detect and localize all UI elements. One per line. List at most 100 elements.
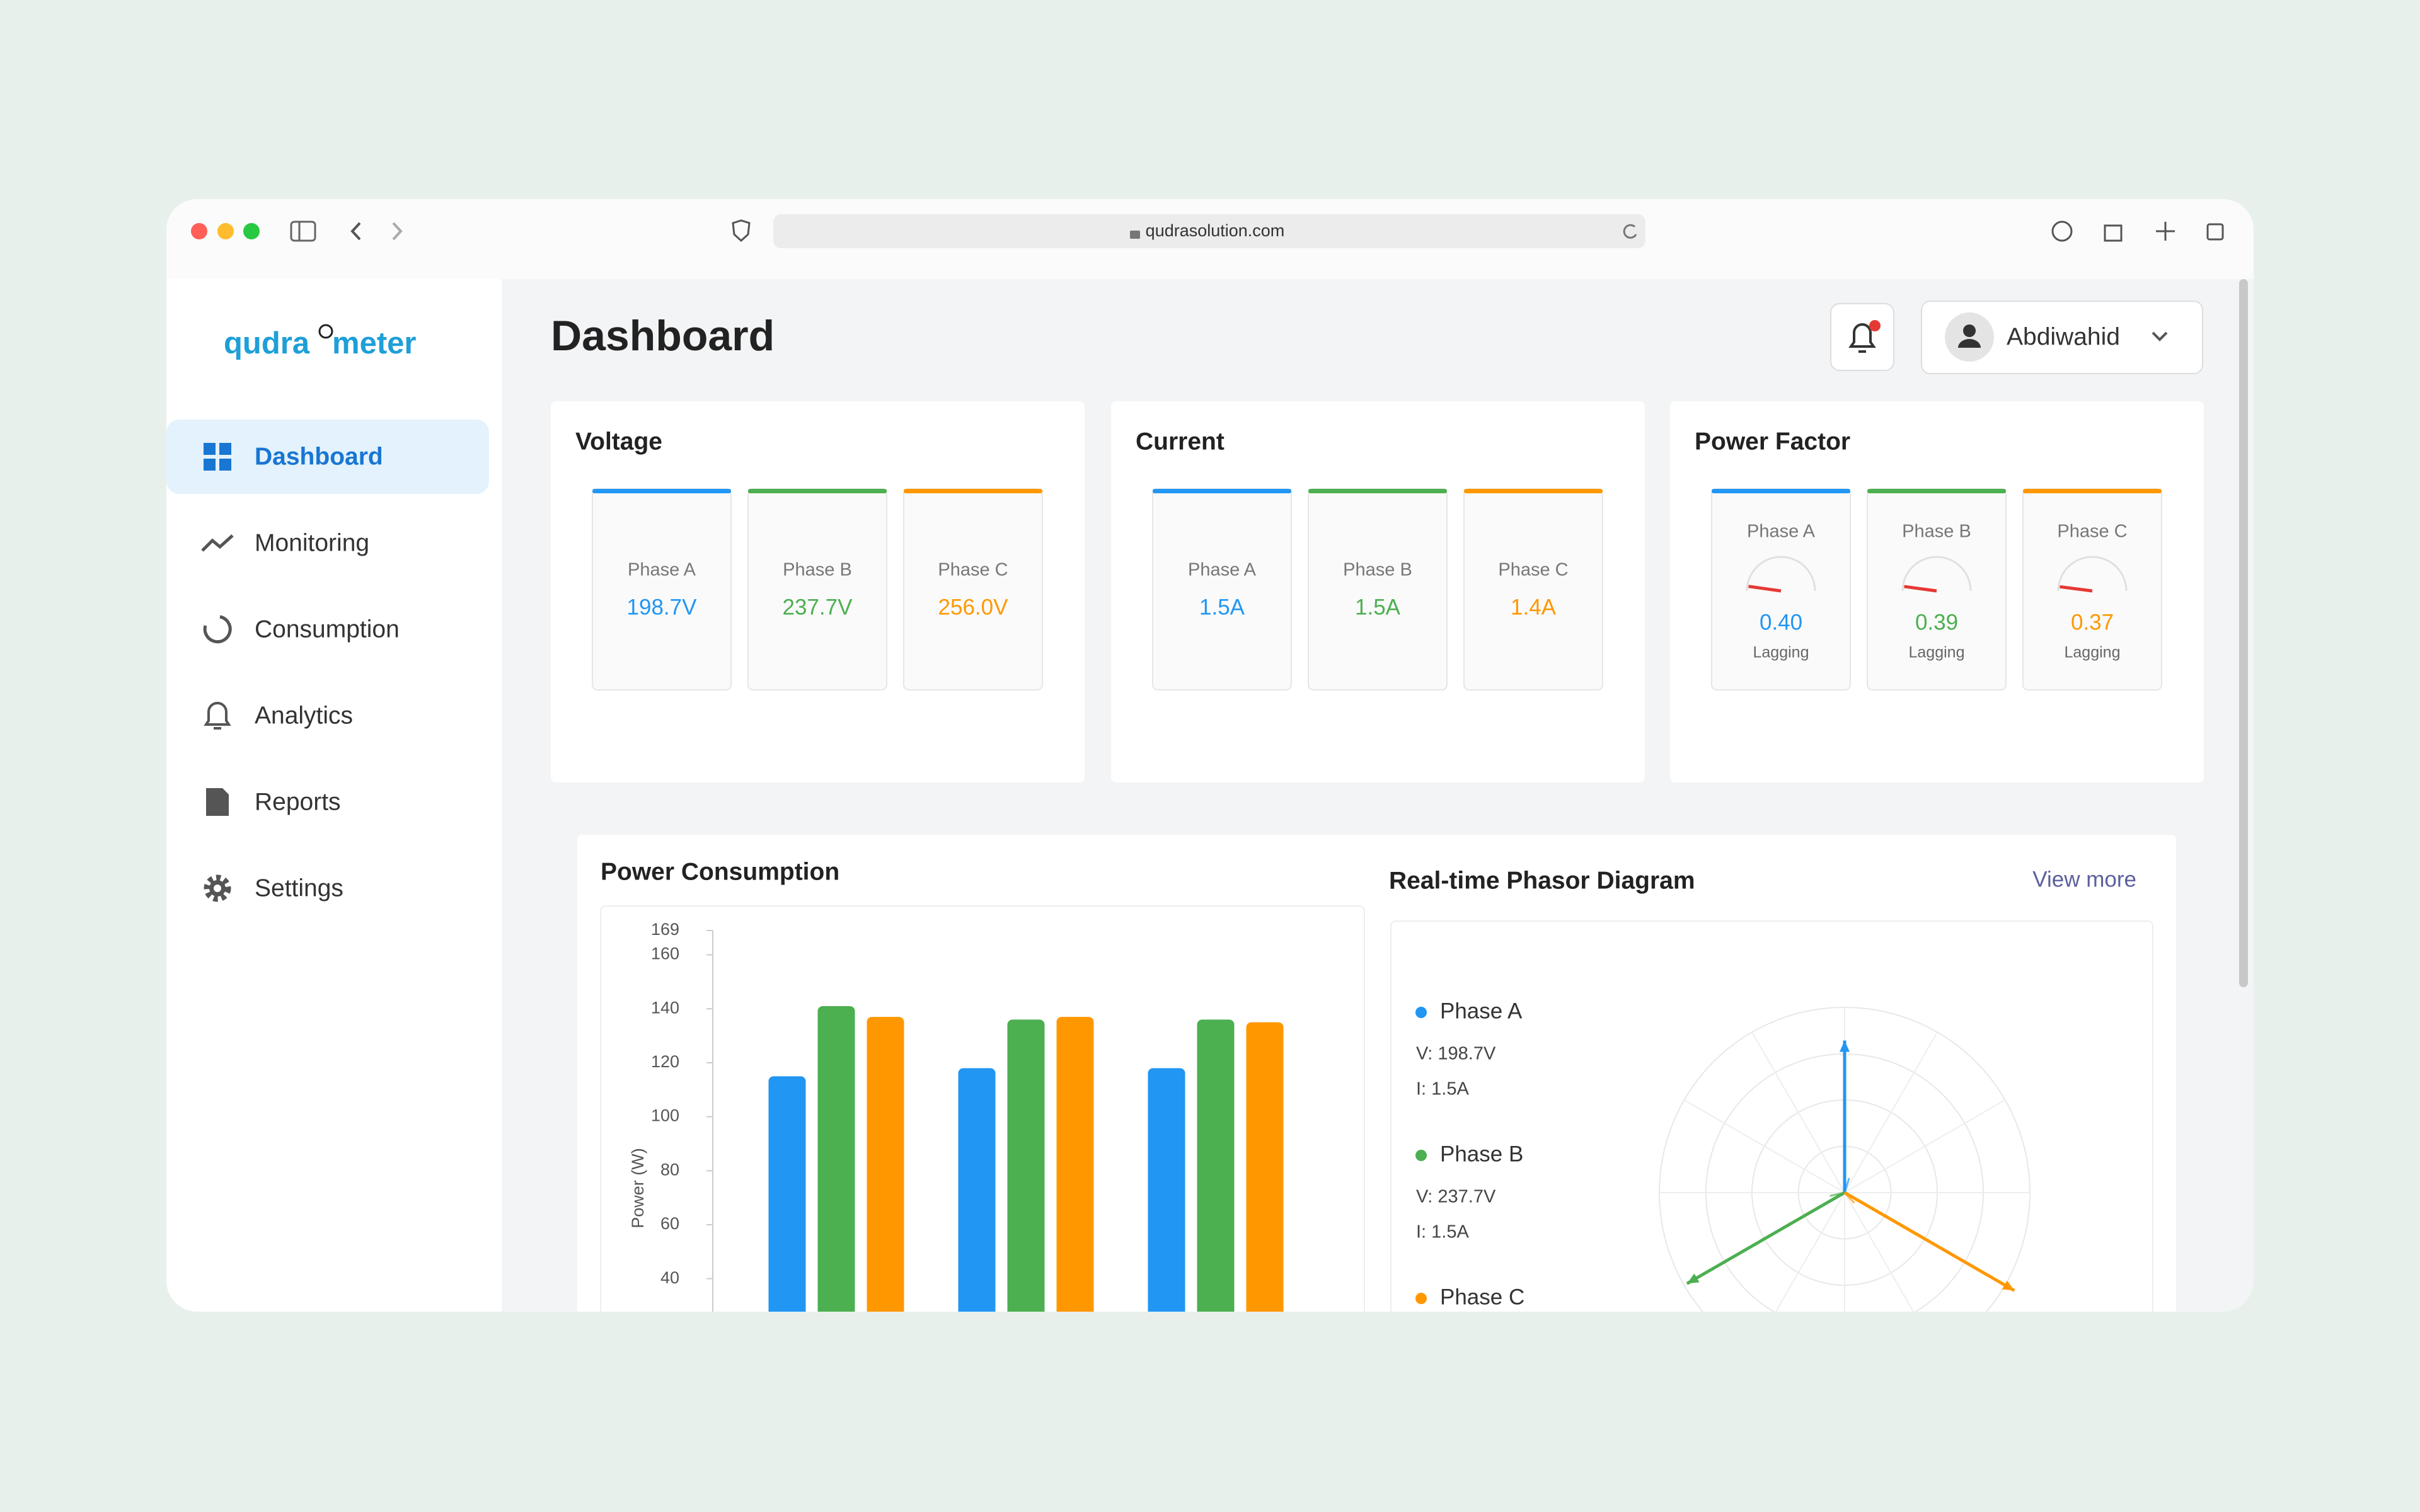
nav-item[interactable]: Analytics	[255, 702, 353, 729]
phase-label: Phase C	[2057, 522, 2127, 542]
reload-icon[interactable]	[1623, 224, 1637, 239]
phase-label: Phase B	[783, 560, 852, 580]
y-tick-label: 160	[651, 944, 679, 963]
pf-value: 0.39	[1915, 610, 1958, 634]
window-control[interactable]	[217, 223, 234, 239]
nav-icon	[204, 459, 216, 471]
y-tick-label: 169	[651, 920, 679, 939]
phase-tile-accent	[1712, 489, 1850, 493]
nav-icon	[206, 788, 229, 816]
bar	[867, 1017, 904, 1312]
polar-spoke	[1775, 1192, 1845, 1312]
phase-value: 237.7V	[783, 595, 853, 619]
gauge-needle	[1904, 585, 1937, 593]
legend-dot	[1415, 1007, 1427, 1018]
phase-label: Phase C	[938, 560, 1008, 580]
phase-value: 1.5A	[1355, 595, 1401, 619]
bar	[1056, 1017, 1094, 1312]
nav-item[interactable]: Monitoring	[255, 529, 369, 556]
nav-item[interactable]: Reports	[255, 788, 341, 815]
window-control[interactable]	[243, 223, 260, 239]
phase-label: Phase C	[1498, 560, 1568, 580]
pf-value: 0.37	[2071, 610, 2114, 634]
bar	[1007, 1019, 1045, 1312]
tabs-icon[interactable]	[2206, 223, 2224, 241]
y-tick-label: 120	[651, 1052, 679, 1071]
logo: meter	[332, 326, 416, 360]
phase-tile-accent	[1867, 489, 2006, 493]
phase-value: 198.7V	[627, 595, 698, 619]
phasor-arrowhead	[1686, 1273, 1700, 1284]
pf-status: Lagging	[1753, 644, 1809, 662]
phasor-arrowhead	[1840, 1040, 1850, 1052]
phase-tile	[747, 488, 887, 690]
url: qudrasolution.com	[1146, 221, 1285, 240]
logo-power-icon	[318, 324, 333, 339]
phasor-voltage: V: 198.7V	[1416, 1044, 1496, 1064]
page-title: Dashboard	[551, 312, 775, 360]
nav-item[interactable]: Consumption	[255, 616, 400, 643]
phase-tile	[1308, 488, 1448, 690]
nav-icon	[219, 443, 231, 455]
pf-status: Lagging	[1909, 644, 1965, 662]
url-bar[interactable]	[773, 214, 1645, 248]
legend-label: Phase A	[1440, 999, 1523, 1023]
share-icon[interactable]	[2104, 224, 2123, 242]
nav-item[interactable]: Settings	[255, 874, 343, 902]
phasor-current: I: 1.5A	[1416, 1222, 1469, 1242]
bar	[1148, 1068, 1185, 1312]
scrollbar-thumb[interactable]	[2239, 279, 2248, 987]
nav-active-bg	[166, 420, 489, 494]
polar-spoke	[1751, 1031, 1845, 1193]
nav-icon	[204, 443, 216, 455]
back-button[interactable]	[350, 222, 361, 241]
chevron	[2152, 331, 2168, 341]
phase-tile	[592, 488, 732, 690]
sidebar-toggle[interactable]	[290, 220, 316, 242]
y-axis-label: Power (W)	[628, 1148, 647, 1228]
view-more-link[interactable]: View more	[2032, 867, 2136, 891]
bar	[1197, 1019, 1235, 1312]
phase-label: Phase A	[1188, 560, 1257, 580]
notification-button[interactable]	[1830, 303, 1894, 371]
voltage-phasor	[1686, 1191, 1846, 1285]
nav-icon	[201, 534, 234, 552]
gauge-needle	[2060, 585, 2093, 593]
nav-icon	[219, 459, 231, 471]
phasor-arrowhead	[2002, 1280, 2015, 1291]
y-tick-label: 60	[660, 1214, 679, 1233]
chart-title: Power Consumption	[601, 858, 839, 885]
bar	[1246, 1022, 1284, 1312]
current-phasor	[1843, 1177, 1850, 1193]
card-title: Power Factor	[1695, 428, 1850, 455]
nav-item[interactable]: Dashboard	[255, 443, 383, 470]
window-control[interactable]	[191, 223, 207, 239]
new-tab-icon[interactable]	[2156, 222, 2175, 241]
app: qudrasolution.com qudra meter Dashboard Moni…	[166, 199, 2254, 1312]
y-tick-label: 100	[651, 1106, 679, 1125]
notification-dot	[1869, 320, 1881, 331]
phase-label: Phase B	[1902, 522, 1971, 542]
nav-icon	[214, 885, 221, 892]
pf-value: 0.40	[1760, 610, 1802, 634]
polar-spoke	[1844, 1031, 1938, 1193]
forward-button[interactable]	[392, 222, 403, 241]
phase-tile-accent	[1153, 489, 1291, 493]
current-phasor	[1843, 1191, 1855, 1204]
phase-tile-accent	[1308, 489, 1447, 493]
phase-label: Phase B	[1343, 560, 1412, 580]
polar-spoke	[1683, 1099, 1845, 1193]
bar	[817, 1005, 855, 1312]
phase-value: 1.5A	[1199, 595, 1245, 619]
user-menu[interactable]	[1921, 301, 2203, 374]
phase-value: 1.4A	[1511, 595, 1557, 619]
bell-icon	[1848, 323, 1876, 353]
polar-spoke	[1844, 1192, 1915, 1312]
download-icon[interactable]	[2051, 220, 2073, 242]
gauge-needle	[1748, 585, 1782, 593]
phase-tile-accent	[904, 489, 1042, 493]
legend-dot	[1415, 1150, 1427, 1161]
shield-icon	[732, 219, 751, 243]
phase-tile-accent	[748, 489, 887, 493]
